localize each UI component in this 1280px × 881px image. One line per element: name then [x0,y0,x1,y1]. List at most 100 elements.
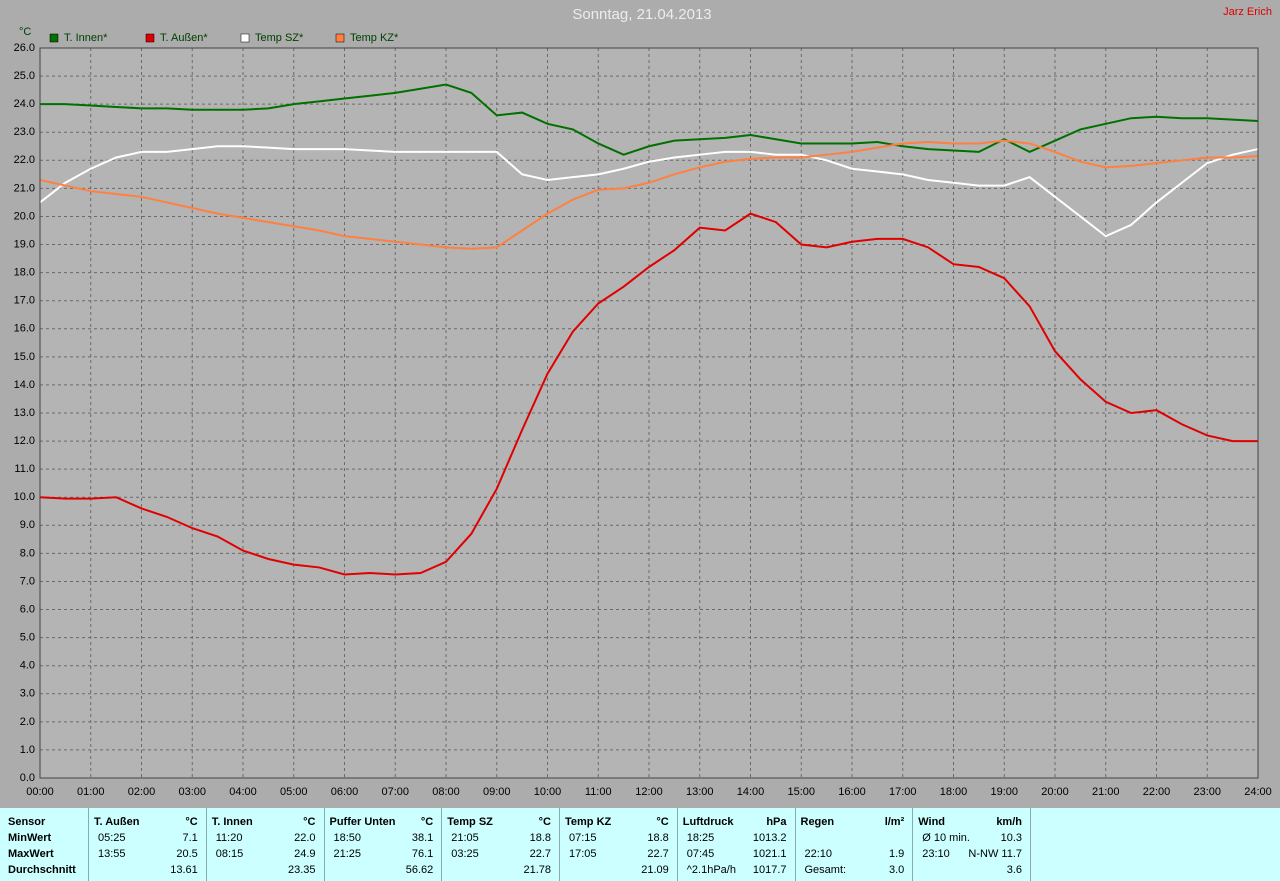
legend-swatch [240,33,250,43]
x-tick-label: 17:00 [889,786,917,798]
table-cell: 10.3 [1000,832,1022,844]
series-line [39,139,1259,250]
author: Jarz Erich [1223,6,1272,18]
table-cell: Ø 10 min. [922,832,970,844]
y-tick-label: 26.0 [14,42,35,54]
y-tick-label: 20.0 [14,210,35,222]
separator [676,808,678,881]
table-cell: 21:25 [333,848,362,860]
table-cell: 3.6 [1006,864,1022,876]
separator [912,808,914,881]
x-tick-label: 06:00 [331,786,359,798]
table-cell: Puffer Unten [329,816,396,828]
x-tick-label: 14:00 [737,786,765,798]
table-cell: 21.09 [641,864,669,876]
y-tick-label: 13.0 [14,407,35,419]
y-tick-label: 22.0 [14,154,35,166]
table-cell: 07:15 [569,832,597,844]
x-tick-label: 05:00 [280,786,308,798]
table-cell: Regen [800,816,835,828]
table-cell: 7.1 [182,832,198,844]
table-cell: 22.7 [647,848,669,860]
x-tick-label: 02:00 [128,786,156,798]
table-cell: 1021.1 [752,848,787,860]
table-cell: 03:25 [451,848,479,860]
legend-swatch [335,33,345,43]
separator [205,808,207,881]
y-tick-label: 10.0 [14,491,35,503]
x-tick-label: 12:00 [635,786,663,798]
table-cell: 22.7 [529,848,551,860]
table-cell: 07:45 [686,848,715,860]
plot-border [39,47,1259,779]
y-tick-label: 16.0 [14,323,35,335]
table-cell: N-NW 11.7 [968,848,1022,860]
table-cell: 1017.7 [752,864,787,876]
x-tick-label: 19:00 [990,786,1018,798]
series-line [39,212,1258,576]
y-tick-label: 17.0 [14,295,35,307]
table-cell: 22.0 [294,832,316,844]
table-cell: Luftdruck [682,816,734,828]
row-label: Sensor [8,816,46,828]
row-label: MaxWert [8,848,54,860]
x-tick-label: 20:00 [1041,786,1069,798]
table-cell: 1013.2 [752,832,787,844]
chart-title: Sonntag, 21.04.2013 [572,6,711,23]
separator [559,808,560,881]
table-cell: °C [538,816,551,828]
table-cell: 1.9 [888,848,905,860]
x-tick-label: 11:00 [585,786,612,798]
table-cell: 05:25 [98,832,126,844]
series-line [39,145,1259,238]
legend-label: T. Außen* [160,32,208,44]
y-tick-label: 4.0 [20,660,35,672]
y-tick-label: 24.0 [14,98,35,110]
x-tick-label: 07:00 [381,786,409,798]
series-line [40,83,1259,156]
row-label: Durchschnitt [8,864,76,876]
x-tick-label: 13:00 [686,786,714,798]
x-tick-label: 16:00 [838,786,866,798]
table-cell: hPa [766,816,787,828]
table-cell: 24.9 [294,848,316,860]
separator [88,808,89,881]
y-tick-label: 0.0 [20,772,35,784]
y-tick-label: 2.0 [20,716,35,728]
separator [441,808,443,881]
x-tick-label: 04:00 [229,786,257,798]
table-cell: °C [303,816,316,828]
table-cell: 13.61 [170,864,198,876]
table-cell: Gesamt: [804,864,847,876]
table-cell: km/h [996,816,1022,828]
legend-swatch [49,33,59,43]
y-tick-label: 6.0 [20,603,35,615]
table-cell: Temp SZ [447,816,493,828]
table-cell: °C [420,816,434,828]
table-cell: 38.1 [411,832,434,844]
table-cell: °C [185,816,198,828]
x-tick-label: 01:00 [77,786,105,798]
table-cell: 76.1 [411,848,434,860]
y-tick-label: 11.0 [14,463,35,475]
y-tick-label: 12.0 [14,435,35,447]
x-tick-label: 21:00 [1092,786,1120,798]
separator [323,808,325,881]
table-cell: 13:55 [98,848,126,860]
table-cell: 20.5 [176,848,198,860]
x-tick-label: 24:00 [1244,786,1272,798]
legend-label: T. Innen* [64,32,108,44]
table-cell: 18.8 [647,832,669,844]
table-cell: T. Innen [211,816,253,828]
y-tick-label: 19.0 [14,238,35,250]
table-cell: 22:10 [804,848,833,860]
y-axis-label: °C [19,26,31,38]
legend-swatch [145,33,155,43]
table-cell: 11:20 [215,832,243,844]
y-tick-label: 5.0 [20,632,35,644]
table-cell: T. Außen [94,816,140,828]
y-tick-label: 9.0 [20,519,35,531]
y-tick-label: 14.0 [14,379,35,391]
table-cell: 21.78 [523,864,551,876]
